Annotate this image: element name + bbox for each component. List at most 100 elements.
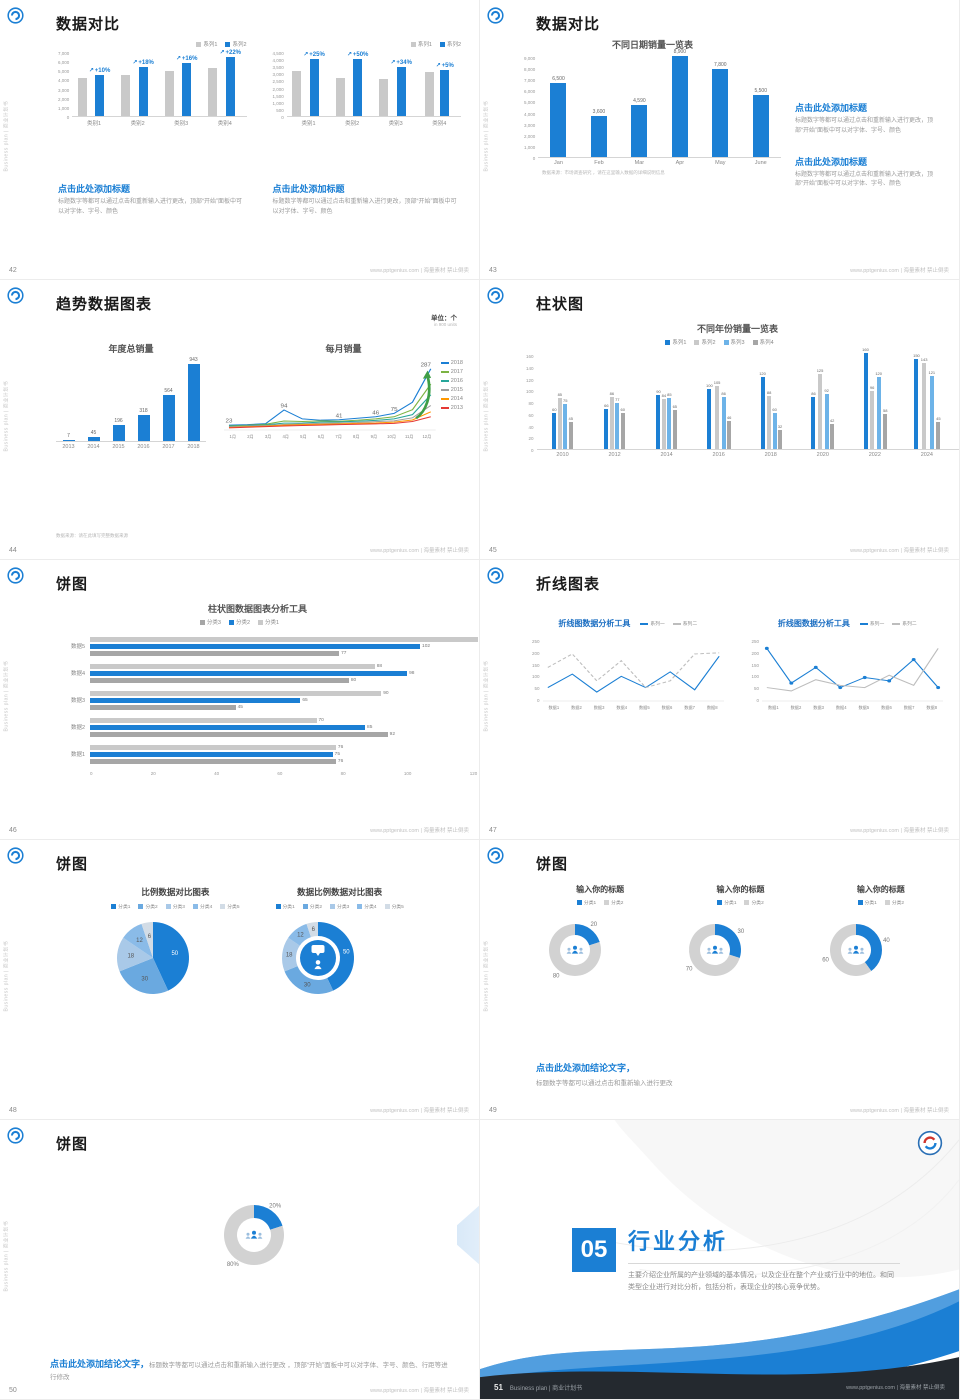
bar	[929, 376, 934, 449]
bar	[656, 395, 661, 449]
x-tick-label: 2010	[556, 452, 569, 458]
bar-chart-panel: 系列1 系列2 7,000 6,000 5,000 4,000 3,000 2,000 1,0…	[58, 40, 247, 127]
line-chart: 23 94 41 46 75 287 1月 2月 3月 4月 5月 6月 7月 8月 9月 10月 11月 12月	[224, 360, 436, 440]
x-tick-label: 类别4	[432, 121, 447, 127]
x-axis: 2010 2012 2014 2016 2018 2020 2022 2024 2026	[537, 450, 959, 458]
line-chart-panel: 折线图数据分析工具 系列一 系列二 250 200 150 100 50 0 数据1 数据2 数据…	[532, 618, 724, 711]
slice-label: 20	[590, 922, 597, 928]
slide-50[interactable]: Business plan | 商业计划书 饼图 20%80% 柱状图数据图表分…	[0, 1120, 480, 1400]
bar	[309, 59, 319, 116]
legend-swatch	[275, 904, 281, 909]
bar	[631, 105, 648, 157]
site-footer: www.pptgenius.com | 海量素材 禁止倒卖	[850, 828, 949, 834]
bar-label: 7,800	[714, 62, 727, 68]
bar-label: ↗+25%	[303, 52, 325, 58]
bar-group: 120 88 60 32	[745, 371, 797, 449]
slice-label: 40	[883, 938, 890, 944]
bar-wrap: 46	[727, 415, 731, 449]
bar-wrap: 86	[811, 391, 816, 449]
bar	[112, 425, 125, 441]
bar	[550, 83, 567, 157]
bar-group: 45	[81, 430, 106, 441]
y-axis: 9,000 8,000 7,000 6,000 5,000 4,000 3,000 2,000…	[524, 56, 538, 161]
legend-swatch	[192, 904, 198, 909]
legend-item: 分类4	[192, 903, 212, 910]
slide-45[interactable]: Business plan | 商业计划书 柱状图 不同年份销量一览表 系列1 系…	[480, 280, 960, 560]
legend-item: 分类1	[576, 899, 596, 906]
legend-label: 分类2	[891, 901, 905, 906]
bar-chart-panel: 系列1 系列2 4,500 4,000 3,500 3,000 2,500 2,000 1,5…	[273, 40, 461, 127]
x-axis: 2013 2014 2015 2016 2017 2018	[56, 442, 206, 450]
bar-group: 66 86 77 60	[589, 391, 641, 449]
x-tick-label: 数据6	[661, 705, 673, 710]
plot: 6,500 3,600 4,590 8,900 7,800 5,500	[538, 49, 781, 158]
slide-46[interactable]: Business plan | 商业计划书 饼图 柱状图数据图表分析工具 分类3…	[0, 560, 480, 840]
legend-swatch	[752, 339, 758, 345]
text-blocks: 点击此处添加标题 标题数字等都可以通过点击和重新输入进行更改，顶部“开始”面板中…	[795, 38, 945, 253]
y-tick-label: 5,000	[524, 100, 536, 106]
slide-47[interactable]: Business plan | 商业计划书 折线图表 折线图数据分析工具 系列一…	[480, 560, 960, 840]
bar	[87, 437, 100, 441]
bar-group: 4,590	[619, 98, 659, 157]
bar	[440, 70, 450, 116]
pie-chart: 50 30 18 12 6	[111, 916, 239, 1000]
legend-item: 系列1	[196, 40, 217, 48]
text-block: 点击此处添加标题 标题数字等都可以通过点击和重新输入进行更改，顶部“开始”面板中…	[273, 182, 462, 218]
bar-chart-panel: 不同日期销量一览表 9,000 8,000 7,000 6,000 5,000 4,000…	[524, 38, 781, 253]
y-axis: 250 200 150 100 50 0	[752, 639, 763, 703]
slide-49[interactable]: Business plan | 商业计划书 饼图 输入你的标题 分类1 分类2 2…	[480, 840, 960, 1120]
legend-item: 分类3	[199, 618, 221, 626]
section-body: 主要介绍企业所属的产业领域的基本情况，以及企业在整个产业或行业中的地位。和同类型…	[628, 1272, 894, 1292]
bar-wrap: 45	[87, 430, 100, 441]
slide-44[interactable]: Business plan | 商业计划书 趋势数据图表 单位：个 in 900…	[0, 280, 480, 560]
bar-label: 3,600	[592, 109, 606, 115]
slide-51[interactable]: 05 行业分析 主要介绍企业所属的产业领域的基本情况，以及企业在整个产业或行业中…	[480, 1120, 960, 1400]
bar-wrap	[292, 71, 302, 116]
axis-spacer	[64, 771, 90, 776]
bar	[672, 410, 677, 449]
bars: 120102 77	[90, 636, 479, 656]
text-block: 点击此处添加标题 标题数字等都可以通过点击和重新输入进行更改，顶部“开始”面板中…	[58, 182, 247, 218]
bar-wrap: 943	[187, 357, 200, 441]
bar-wrap: 85	[667, 392, 672, 449]
slide-43[interactable]: Business plan | 商业计划书 数据对比 不同日期销量一览表 9,0…	[480, 0, 960, 280]
bar-group: 6,500	[538, 76, 578, 157]
chart-legend: 系列1 系列2 系列3 系列4	[665, 338, 774, 346]
block-body: 标题数字等都可以通过点击和重新输入进行更改，顶部“开始”面板中可以对字体、字号、…	[795, 117, 934, 134]
bar-row: 数据2 70 85 92	[64, 717, 479, 737]
bar	[77, 78, 87, 116]
legend-item: 分类3	[165, 903, 185, 910]
bar-wrap: 121	[928, 370, 935, 449]
x-tick-label: 数据7	[684, 705, 695, 710]
bar	[90, 744, 336, 750]
slice-label: 6	[311, 927, 315, 933]
donut-plot: 50 30 18 12 6	[281, 922, 354, 994]
bar-group: ↗+18%	[116, 59, 160, 116]
bar	[936, 422, 941, 449]
x-tick-label: 2014	[660, 452, 673, 458]
bar	[424, 72, 434, 116]
bar-group: 564	[156, 388, 181, 441]
legend-label: 分类1	[118, 905, 131, 910]
brand-logo-svg	[487, 847, 504, 864]
x-tick-label: 数据2	[790, 705, 802, 710]
point-label: 46	[372, 411, 379, 416]
bar-wrap: ↗+5%	[436, 62, 454, 116]
legend-label: 分类1	[724, 901, 737, 906]
slide-title: 饼图	[56, 856, 89, 873]
bar	[667, 398, 672, 449]
data-point	[862, 675, 867, 680]
slide-42[interactable]: Business plan | 商业计划书 数据对比 系列1 系列2 7,000 6…	[0, 0, 480, 280]
legend-label: 系列1	[672, 340, 687, 346]
chart-title: 年度总销量	[108, 344, 154, 354]
bar-wrap: 32	[778, 424, 782, 449]
brand-logo-icon	[487, 847, 504, 864]
x-tick-label: 80	[340, 771, 346, 776]
slide-48[interactable]: Business plan | 商业计划书 饼图 比例数据对比图表 分类1 分类2…	[0, 840, 480, 1120]
page-number: 47	[489, 827, 497, 834]
bar-label: ↗+5%	[435, 63, 454, 69]
x-tick-label: 数据8	[706, 705, 718, 710]
line-plot	[542, 652, 724, 702]
brand-logo-icon	[7, 567, 24, 584]
brand-logo-icon	[487, 287, 504, 304]
